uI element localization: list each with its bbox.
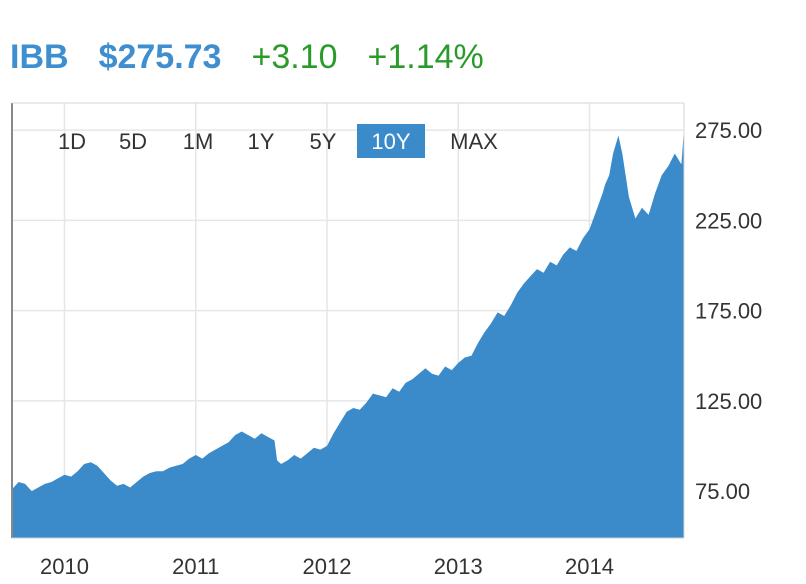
range-button-1m[interactable]: 1M [183,129,214,154]
price-change: +3.10 [251,38,338,76]
price-area-series [12,128,684,539]
y-axis: 75.00 125.00 175.00 225.00 275.00 [695,118,762,504]
last-price: $275.73 [98,38,222,76]
x-tick-label: 2012 [303,554,352,579]
ticker-symbol: IBB [10,38,69,76]
range-selector[interactable]: 1D 5D 1M 1Y 5Y 10Y MAX [58,124,498,158]
quote-header: IBB $275.73 +3.10 +1.14% [10,38,484,82]
range-button-label: MAX [450,129,498,154]
range-button-label: 1D [58,129,86,154]
range-button-label: 1M [183,129,214,154]
range-button-label: 10Y [371,129,410,154]
range-button-label: 5D [119,129,147,154]
range-button-label: 5Y [310,129,337,154]
y-tick-label: 175.00 [695,299,762,324]
range-button-10y[interactable]: 10Y [357,124,425,158]
range-button-active-bg [357,124,425,158]
range-button-5d[interactable]: 5D [119,129,147,154]
price-change-percent: +1.14% [367,38,484,76]
range-button-5y[interactable]: 5Y [310,129,337,154]
y-tick-label: 75.00 [695,479,750,504]
x-tick-label: 2014 [565,554,614,579]
range-button-1y[interactable]: 1Y [248,129,275,154]
y-tick-label: 125.00 [695,389,762,414]
y-tick-label: 275.00 [695,118,762,143]
range-button-1d[interactable]: 1D [58,129,86,154]
x-tick-label: 2013 [434,554,483,579]
x-tick-label: 2010 [40,554,89,579]
range-button-max[interactable]: MAX [450,129,498,154]
x-axis: 2010 2011 2012 2013 2014 [40,554,614,579]
y-tick-label: 225.00 [695,208,762,233]
range-button-label: 1Y [248,129,275,154]
x-tick-label: 2011 [172,554,219,579]
